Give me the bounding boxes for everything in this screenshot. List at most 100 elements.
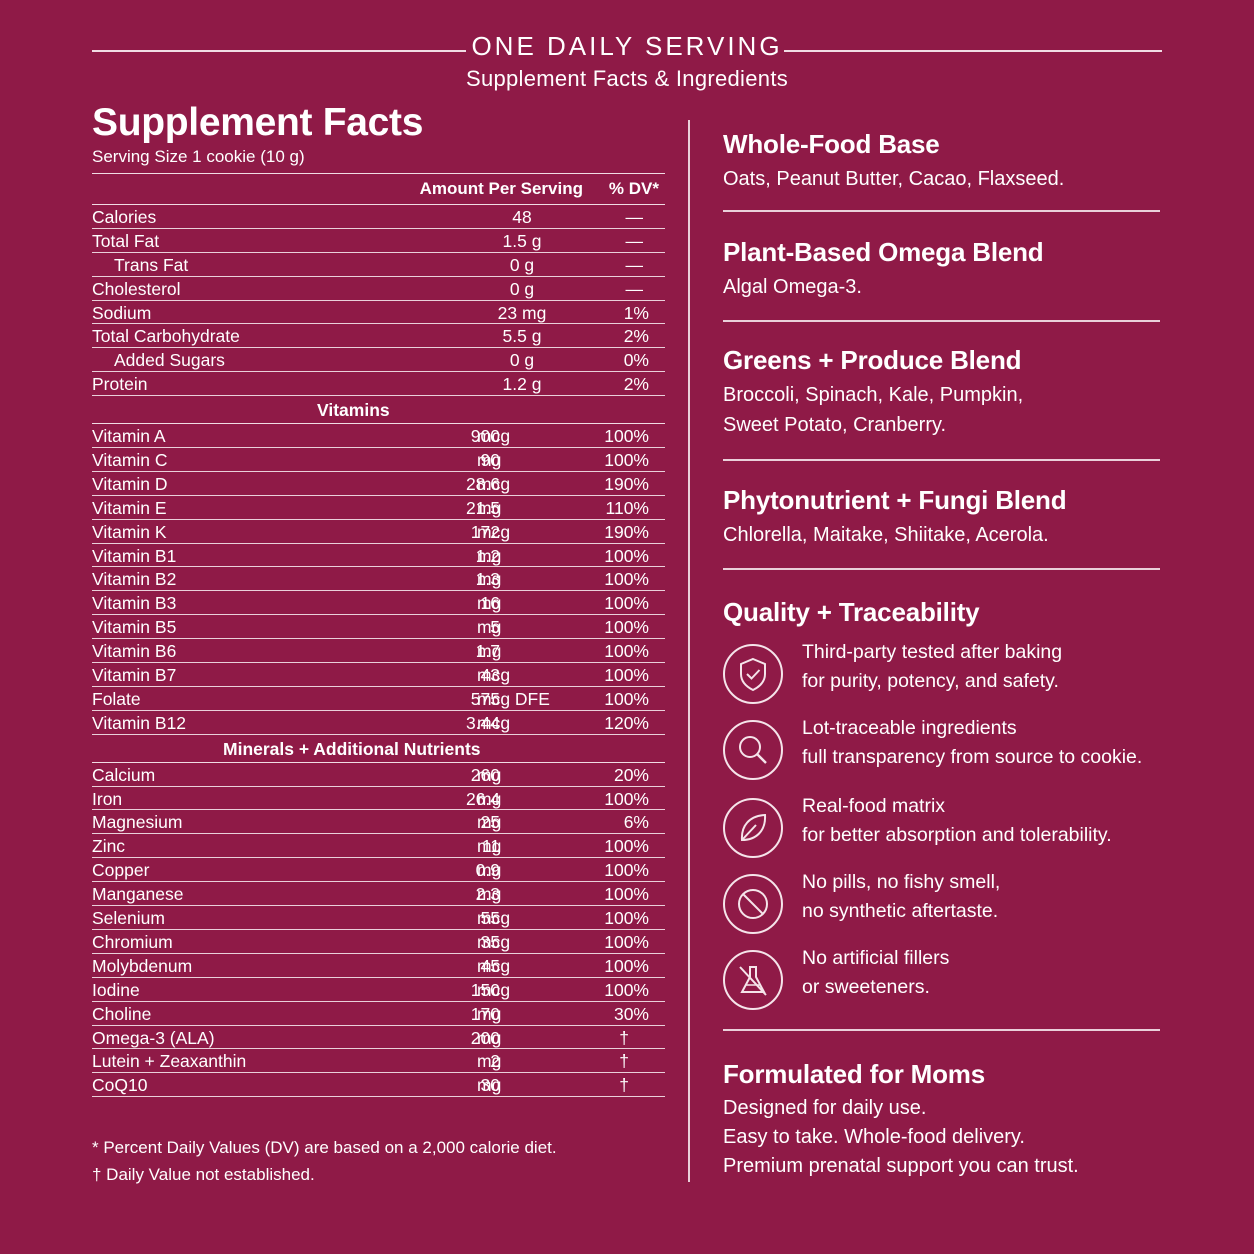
serving-size: Serving Size 1 cookie (10 g) [92, 147, 305, 166]
nutrient-daily-value: 110% [605, 497, 649, 518]
nutrient-daily-value: † [619, 1027, 629, 1048]
nutrient-daily-value: 100% [604, 593, 649, 614]
nutrient-unit: mcg [477, 473, 511, 494]
nutrient-daily-value: † [619, 1075, 629, 1096]
omega-blend-text: Algal Omega-3. [723, 276, 862, 298]
nutrient-name: Zinc [92, 836, 126, 857]
nutrient-row: Calcium 260 mg 20% [92, 763, 665, 787]
vitamins-label: Vitamins [317, 400, 390, 421]
nutrient-row: Iodine 150 mcg 100% [92, 978, 665, 1002]
minerals-section-header: Minerals + Additional Nutrients [92, 735, 665, 763]
header-rule-left [92, 50, 466, 52]
nutrient-daily-value: 20% [613, 764, 649, 785]
nutrient-name: Chromium [92, 931, 173, 952]
nutrient-amount: 30 [480, 1075, 500, 1096]
nutrient-row: Vitamin B12 3.44 mcg 120% [92, 711, 665, 735]
quality-item-line: No pills, no fishy smell, [802, 871, 1001, 893]
nutrient-name: Iodine [92, 979, 140, 1000]
nutrient-amount: 260 [470, 764, 500, 785]
nutrient-row: Molybdenum 45 mcg 100% [92, 954, 665, 978]
quality-item-traceable: Lot-traceable ingredients full transpare… [723, 717, 1160, 782]
nutrient-row: Vitamin E 21.5 mg 110% [92, 496, 665, 520]
nutrient-name: Omega-3 (ALA) [92, 1027, 215, 1048]
nutrient-amount: 900 [470, 426, 500, 447]
nutrient-unit: mg [477, 764, 502, 785]
nutrient-name: Trans Fat [114, 254, 189, 275]
nutrient-amount: 16 [480, 593, 500, 614]
nutrient-row: Manganese 2.3 mg 100% [92, 882, 665, 907]
nutrient-amount: 43 [480, 665, 500, 686]
nutrient-name: Calories [92, 207, 157, 227]
nutrient-name: Vitamin B1 [92, 545, 177, 566]
nutrient-name: Folate [92, 688, 141, 709]
nutrient-name: Protein [92, 374, 148, 395]
nutrient-unit: mcg [477, 955, 511, 976]
whole-food-base-section: Whole-Food Base Oats, Peanut Butter, Cac… [723, 128, 1160, 194]
nutrient-amount: 0 g [509, 350, 535, 371]
nutrient-daily-value: — [625, 254, 644, 275]
greens-blend-section: Greens + Produce Blend Broccoli, Spinach… [723, 344, 1160, 440]
nutrient-unit: mg [477, 450, 502, 471]
nutrient-name: Vitamin B3 [92, 593, 177, 614]
nutrient-row: Copper 0.9 mg 100% [92, 858, 665, 883]
quality-item-third-party: Third-party tested after baking for puri… [723, 641, 1160, 706]
section-divider [723, 320, 1160, 322]
nutrient-row: Total Carbohydrate 5.5 g 2% [92, 324, 665, 349]
nutrient-amount: 1.3 [475, 569, 500, 590]
nutrient-amount: 0 g [509, 254, 535, 275]
nutrient-unit: mg [477, 593, 502, 614]
nutrient-daily-value: 100% [604, 836, 649, 857]
crossed-flask-icon [723, 950, 783, 1010]
nutrient-daily-value: 100% [604, 569, 649, 590]
prohibited-icon [723, 874, 783, 934]
nutrient-name: Iron [92, 788, 123, 809]
nutrient-row: Calories 48 — [92, 205, 665, 229]
nutrient-name: Total Carbohydrate [92, 326, 240, 347]
section-divider [723, 568, 1160, 570]
nutrient-amount: 172 [470, 521, 500, 542]
nutrient-daily-value: † [619, 1051, 629, 1072]
nutrient-row: Magnesium 25 mg 6% [92, 810, 665, 835]
nutrient-daily-value: 120% [604, 712, 649, 733]
nutrient-daily-value: — [625, 230, 644, 251]
nutrient-amount: 0 g [509, 278, 535, 299]
nutrient-daily-value: 100% [604, 545, 649, 566]
nutrient-amount: 150 [470, 979, 500, 1000]
quality-title: Quality + Traceability [723, 597, 980, 627]
nutrient-name: Choline [92, 1003, 152, 1024]
nutrient-row: Protein 1.2 g 2% [92, 372, 665, 397]
nutrient-name: Vitamin B7 [92, 665, 177, 686]
nutrient-unit: mg [477, 884, 502, 905]
nutrient-daily-value: 1% [623, 302, 649, 323]
nutrient-unit: mg [477, 836, 502, 857]
vitamin-rows: Vitamin A 900 mcg 100% Vitamin C 90 mg 100% Vita… [92, 424, 665, 735]
nutrient-row: Trans Fat 0 g — [92, 253, 665, 277]
nutrient-daily-value: 6% [623, 812, 649, 833]
header-title: ONE DAILY SERVING [471, 31, 783, 61]
mineral-rows: Calcium 260 mg 20% Iron 26.4 mg 100% Magnesium 25… [92, 763, 665, 1098]
nutrient-daily-value: 100% [604, 665, 649, 686]
nutrient-row: Selenium 55 mcg 100% [92, 906, 665, 930]
nutrient-row: Vitamin B7 43 mcg 100% [92, 663, 665, 687]
moms-text-3: Premium prenatal support you can trust. [723, 1155, 1079, 1177]
nutrient-unit: mg [477, 812, 502, 833]
nutrient-amount: 21.5 [465, 497, 500, 518]
amount-per-serving-header: Amount Per Serving [419, 179, 583, 198]
nutrient-amount: 2.3 [475, 884, 500, 905]
nutrient-row: Folate 575 mcg DFE 100% [92, 687, 665, 711]
nutrient-unit: mg [477, 641, 502, 662]
greens-blend-text-1: Broccoli, Spinach, Kale, Pumpkin, [723, 384, 1024, 406]
nutrient-row: Added Sugars 0 g 0% [92, 348, 665, 373]
nutrient-name: Cholesterol [92, 278, 181, 299]
nutrient-row: Vitamin A 900 mcg 100% [92, 424, 665, 449]
omega-blend-section: Plant-Based Omega Blend Algal Omega-3. [723, 236, 1160, 302]
nutrient-row: Zinc 11 mg 100% [92, 834, 665, 859]
nutrient-row: Vitamin B2 1.3 mg 100% [92, 567, 665, 592]
nutrient-name: Manganese [92, 884, 184, 905]
nutrient-amount: 25 [480, 812, 500, 833]
quality-item-text: No artificial fillers or sweeteners. [802, 944, 949, 1002]
nutrient-row: CoQ10 30 mg † [92, 1073, 665, 1098]
nutrient-row: Cholesterol 0 g — [92, 277, 665, 301]
nutrient-amount: 45 [480, 955, 500, 976]
nutrient-amount: 2 [490, 1051, 500, 1072]
